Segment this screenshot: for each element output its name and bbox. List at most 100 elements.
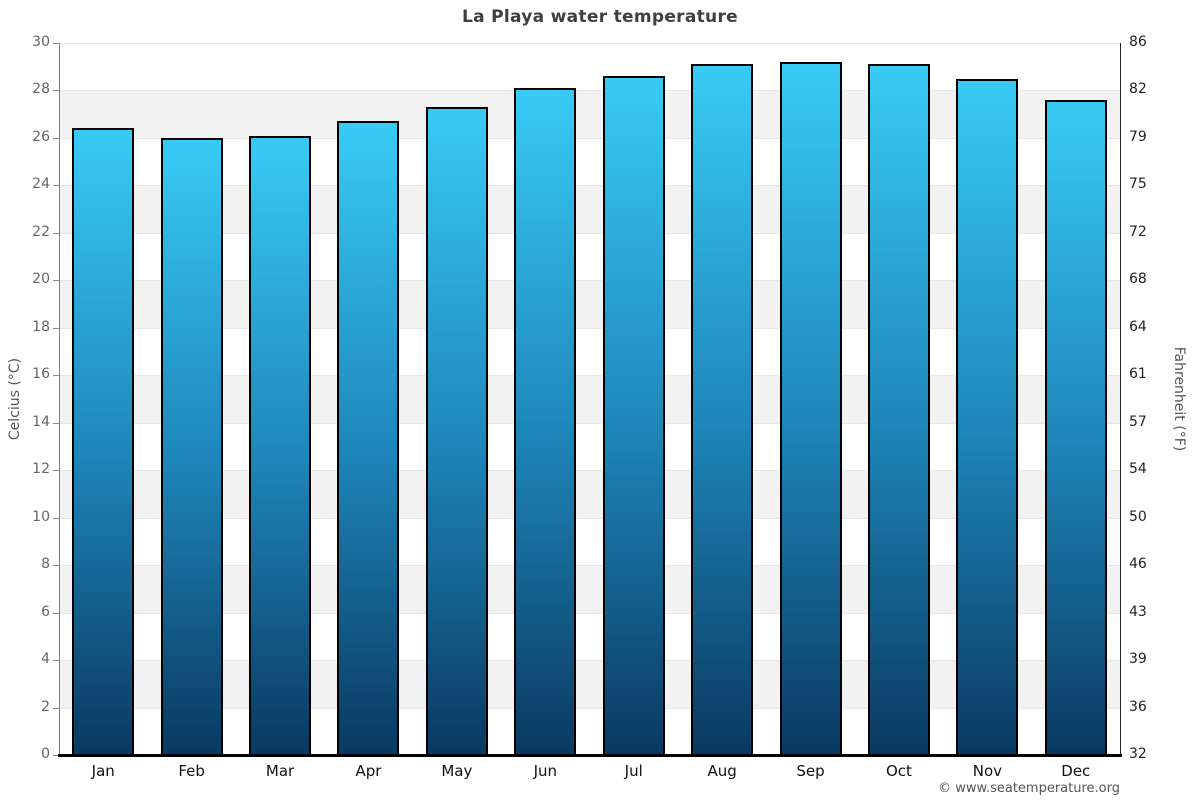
y-tick-mark <box>53 43 59 44</box>
y-tick-label-fahrenheit: 72 <box>1129 223 1147 240</box>
x-tick-label-month: Jun <box>533 762 557 780</box>
bar-jan <box>72 128 135 755</box>
y-tick-mark <box>53 755 59 756</box>
gridline <box>59 43 1120 44</box>
y-tick-mark <box>53 327 59 329</box>
y-tick-label-celsius: 26 <box>32 128 50 145</box>
x-tick-label-month: Mar <box>265 762 295 780</box>
y-tick-label-celsius: 6 <box>41 603 50 620</box>
bar-may <box>425 107 488 755</box>
y-tick-mark <box>53 565 59 567</box>
gridline <box>59 375 1120 377</box>
y-tick-mark <box>53 422 59 424</box>
bar-apr <box>337 121 400 755</box>
y-tick-label-celsius: 14 <box>32 413 50 430</box>
gridline <box>59 137 1120 139</box>
gridline <box>59 422 1120 424</box>
x-tick-label-month: Nov <box>972 762 1002 780</box>
y-tick-label-celsius: 20 <box>32 271 50 288</box>
y-tick-label-celsius: 18 <box>32 318 50 335</box>
gridline <box>59 565 1120 567</box>
gridline <box>59 470 1120 472</box>
y-tick-mark <box>53 232 59 234</box>
x-tick-label-month: Feb <box>178 762 205 780</box>
gridline <box>59 612 1120 614</box>
x-tick-label-month: Jul <box>624 762 643 780</box>
y-tick-mark <box>53 375 59 377</box>
y-axis-right-title: Fahrenheit (°F) <box>1171 346 1187 452</box>
x-tick-label-month: Oct <box>885 762 912 780</box>
y-tick-label-fahrenheit: 68 <box>1129 271 1147 288</box>
y-tick-label-fahrenheit: 54 <box>1129 461 1147 478</box>
y-tick-mark <box>53 470 59 472</box>
y-tick-label-fahrenheit: 32 <box>1129 746 1147 762</box>
y-tick-label-fahrenheit: 36 <box>1129 698 1147 715</box>
y-tick-label-fahrenheit: 46 <box>1129 556 1147 573</box>
gridline <box>59 185 1120 187</box>
bar-aug <box>691 64 754 755</box>
chart-title: La Playa water temperature <box>462 7 738 27</box>
y-tick-label-celsius: 4 <box>41 651 50 668</box>
copyright-credit: © www.seatemperature.org <box>938 781 1120 796</box>
gridline <box>59 517 1120 519</box>
x-tick-label-month: Jan <box>91 762 115 780</box>
y-axis-left-line <box>59 43 60 755</box>
y-tick-label-fahrenheit: 57 <box>1129 413 1147 430</box>
y-tick-label-celsius: 30 <box>32 34 50 50</box>
bar-feb <box>160 137 223 755</box>
gridline <box>59 90 1120 92</box>
y-tick-label-celsius: 22 <box>32 223 50 240</box>
y-tick-label-fahrenheit: 75 <box>1129 176 1147 193</box>
y-tick-mark <box>53 137 59 139</box>
plot-band-gray <box>59 565 1120 613</box>
x-axis-baseline <box>58 754 1122 757</box>
x-tick-label-month: Sep <box>796 762 825 780</box>
y-tick-label-fahrenheit: 50 <box>1129 508 1147 525</box>
y-tick-mark <box>53 280 59 282</box>
y-tick-label-celsius: 10 <box>32 508 50 525</box>
y-tick-label-fahrenheit: 86 <box>1129 34 1147 50</box>
plot-band-gray <box>59 660 1120 708</box>
y-tick-label-celsius: 8 <box>41 556 50 573</box>
gridline <box>59 327 1120 329</box>
x-tick-label-month: Dec <box>1061 762 1091 780</box>
plot-area <box>59 43 1120 755</box>
gridline <box>59 280 1120 282</box>
y-tick-label-celsius: 24 <box>32 176 50 193</box>
y-axis-left-title: Celcius (°C) <box>7 357 23 441</box>
y-tick-mark <box>53 660 59 662</box>
plot-band-gray <box>59 185 1120 233</box>
bar-sep <box>779 61 842 755</box>
y-tick-label-fahrenheit: 64 <box>1129 318 1147 335</box>
y-tick-mark <box>53 517 59 519</box>
y-tick-label-celsius: 0 <box>41 746 50 762</box>
plot-band-gray <box>59 280 1120 328</box>
bar-jun <box>514 88 577 755</box>
y-tick-mark <box>53 612 59 614</box>
y-tick-label-celsius: 12 <box>32 461 50 478</box>
x-tick-label-month: Apr <box>355 762 382 780</box>
y-tick-label-fahrenheit: 82 <box>1129 81 1147 98</box>
bar-jul <box>602 76 665 755</box>
bar-mar <box>249 135 312 755</box>
y-tick-label-celsius: 16 <box>32 366 50 383</box>
y-tick-label-celsius: 28 <box>32 81 50 98</box>
y-tick-mark <box>53 90 59 92</box>
plot-band-gray <box>59 375 1120 423</box>
gridline <box>59 707 1120 709</box>
y-tick-mark <box>53 185 59 187</box>
gridline <box>59 232 1120 234</box>
x-tick-label-month: Aug <box>707 762 737 780</box>
bar-nov <box>956 78 1019 755</box>
plot-band-gray <box>59 470 1120 518</box>
bar-oct <box>867 64 930 755</box>
y-tick-label-fahrenheit: 79 <box>1129 128 1147 145</box>
y-tick-label-celsius: 2 <box>41 698 50 715</box>
y-tick-label-fahrenheit: 39 <box>1129 651 1147 668</box>
y-tick-mark <box>53 707 59 709</box>
plot-band-gray <box>59 90 1120 138</box>
x-tick-label-month: May <box>441 762 473 780</box>
y-tick-label-fahrenheit: 61 <box>1129 366 1147 383</box>
y-axis-right-line <box>1120 43 1121 755</box>
bar-dec <box>1044 99 1107 755</box>
